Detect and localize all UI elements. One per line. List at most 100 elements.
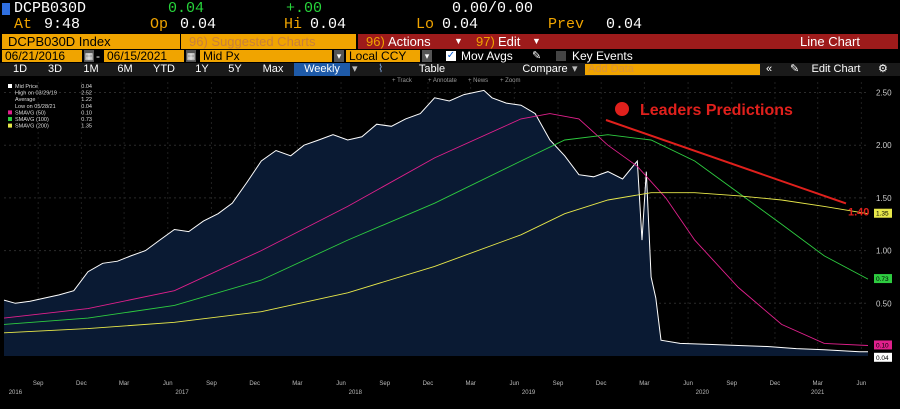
last-value-label: 0.73 bbox=[876, 276, 889, 283]
x-tick-label: Mar bbox=[639, 381, 649, 387]
legend-value: 0.04 bbox=[81, 84, 92, 90]
mid-price-line[interactable] bbox=[3, 89, 868, 353]
x-year-label: 2017 bbox=[175, 390, 189, 396]
x-year-label: 2021 bbox=[811, 390, 825, 396]
collapse-icon[interactable]: « bbox=[766, 63, 773, 75]
start-date-input[interactable]: 06/21/2016 bbox=[2, 50, 82, 62]
open-value: 0.04 bbox=[180, 16, 217, 33]
smavg-100-line[interactable] bbox=[3, 134, 869, 325]
prev-label: Prev bbox=[548, 16, 585, 33]
legend-value: 1.22 bbox=[81, 97, 92, 103]
chevron-down-icon[interactable]: ▾ bbox=[352, 63, 358, 75]
actions-menu[interactable]: Actions bbox=[388, 34, 431, 49]
y-tick-label: 2.50 bbox=[876, 89, 892, 98]
chevron-down-icon[interactable]: ▾ bbox=[334, 50, 344, 62]
calendar-icon[interactable]: ▦ bbox=[84, 50, 94, 62]
end-date-input[interactable]: 06/15/2021 bbox=[104, 50, 184, 62]
x-tick-label: Dec bbox=[76, 381, 87, 387]
chart-tool-zoom: + Zoom bbox=[500, 78, 521, 84]
chevron-down-icon[interactable]: ▾ bbox=[572, 63, 578, 75]
chart-area[interactable]: 0.50 1.00 1.50 2.00 2.50 + Track + Annotate + N… bbox=[0, 76, 900, 404]
x-tick-label: Jun bbox=[683, 381, 693, 387]
line-chart-icon[interactable]: ⌇ bbox=[378, 63, 384, 75]
pencil-icon[interactable]: ✎ bbox=[532, 50, 542, 62]
table-button[interactable]: Table bbox=[418, 63, 446, 75]
security-field[interactable]: DCPB030D Index bbox=[2, 34, 180, 49]
chevron-down-icon[interactable]: ▼ bbox=[532, 36, 541, 46]
actions-number: 96) bbox=[366, 34, 385, 49]
x-tick-label: Dec bbox=[770, 381, 781, 387]
x-tick-label: Sep bbox=[726, 381, 737, 387]
range-5y[interactable]: 5Y bbox=[228, 63, 242, 75]
range-1m[interactable]: 1M bbox=[83, 63, 99, 75]
range-ytd[interactable]: YTD bbox=[153, 63, 175, 75]
chevron-down-icon[interactable]: ▾ bbox=[422, 50, 432, 62]
low-value: 0.04 bbox=[442, 16, 479, 33]
x-tick-label: Mar bbox=[465, 381, 475, 387]
bid-ask: 0.00/0.00 bbox=[452, 0, 534, 17]
legend-label: SMAVG (200) bbox=[15, 124, 49, 130]
pencil-icon[interactable]: ✎ bbox=[790, 63, 800, 75]
x-tick-label: Mar bbox=[119, 381, 129, 387]
calendar-icon[interactable]: ▦ bbox=[186, 50, 196, 62]
x-tick-label: Mar bbox=[292, 381, 302, 387]
smavg-50-line[interactable] bbox=[3, 113, 869, 346]
legend-label: Average bbox=[15, 97, 35, 103]
key-events-checkbox[interactable] bbox=[556, 51, 566, 61]
last-value-label: 0.04 bbox=[876, 355, 889, 362]
y-tick-label: 1.00 bbox=[876, 247, 892, 256]
x-tick-label: Dec bbox=[423, 381, 434, 387]
last-value-label: 0.10 bbox=[876, 342, 889, 349]
x-tick-label: Jun bbox=[163, 381, 173, 387]
chevron-down-icon[interactable]: ▼ bbox=[454, 36, 463, 46]
leaders-predictions-label: Leaders Predictions bbox=[640, 102, 793, 119]
legend-swatch bbox=[8, 123, 12, 128]
add-data-input[interactable]: Add Data bbox=[585, 64, 760, 75]
chart-type-label[interactable]: Line Chart bbox=[800, 34, 860, 49]
x-year-label: 2016 bbox=[9, 390, 23, 396]
key-events-label: Key Events bbox=[572, 49, 633, 63]
field-select[interactable]: Mid Px bbox=[200, 50, 332, 62]
range-1d[interactable]: 1D bbox=[12, 63, 28, 75]
legend-value: 1.35 bbox=[81, 124, 92, 130]
legend-swatch bbox=[8, 110, 12, 115]
edit-menu[interactable]: Edit bbox=[498, 34, 521, 49]
prediction-arrow bbox=[605, 119, 847, 205]
x-tick-label: Jun bbox=[857, 381, 867, 387]
edit-chart-button[interactable]: Edit Chart bbox=[811, 63, 861, 75]
x-year-label: 2018 bbox=[349, 390, 363, 396]
high-value: 0.04 bbox=[310, 16, 347, 33]
edit-number: 97) bbox=[476, 34, 495, 49]
range-max[interactable]: Max bbox=[262, 63, 284, 75]
legend-label: High on 03/29/19 bbox=[15, 91, 57, 97]
smavg-200-line[interactable] bbox=[3, 192, 869, 334]
range-3d[interactable]: 3D bbox=[47, 63, 63, 75]
quote-time: 9:48 bbox=[44, 16, 81, 33]
range-1y[interactable]: 1Y bbox=[195, 63, 209, 75]
currency-select[interactable]: Local CCY bbox=[346, 50, 420, 62]
open-label: Op bbox=[150, 16, 169, 33]
x-tick-label: Dec bbox=[596, 381, 607, 387]
legend-label: SMAVG (50) bbox=[15, 110, 46, 116]
x-tick-label: Mar bbox=[813, 381, 823, 387]
range-6m[interactable]: 6M bbox=[117, 63, 133, 75]
line-chart[interactable]: 0.50 1.00 1.50 2.00 2.50 + Track + Annotate + N… bbox=[0, 76, 900, 404]
frequency-select[interactable]: Weekly bbox=[294, 63, 350, 76]
security-marker bbox=[2, 3, 10, 15]
action-bar: 96) Actions ▼ 97) Edit ▼ Line Chart bbox=[358, 34, 898, 49]
compare-button[interactable]: Compare bbox=[522, 63, 568, 75]
suggested-charts-button[interactable]: 96) Suggested Charts bbox=[181, 34, 356, 49]
x-tick-label: Dec bbox=[249, 381, 260, 387]
x-tick-label: Sep bbox=[379, 381, 390, 387]
chart-tool-annotate: + Annotate bbox=[428, 78, 458, 84]
legend-value: 2.52 bbox=[81, 91, 92, 97]
at-label: At bbox=[14, 16, 33, 33]
last-value-badge bbox=[874, 352, 892, 362]
y-tick-label: 2.00 bbox=[876, 141, 892, 150]
last-price: 0.04 bbox=[168, 0, 205, 17]
x-year-label: 2020 bbox=[696, 390, 710, 396]
main-toolbar: DCPB030D Index 96) Suggested Charts 96) … bbox=[0, 34, 900, 49]
mov-avgs-checkbox[interactable]: ✓ bbox=[446, 50, 456, 61]
gear-icon[interactable]: ⚙ bbox=[878, 63, 888, 75]
legend-swatch bbox=[8, 84, 12, 88]
